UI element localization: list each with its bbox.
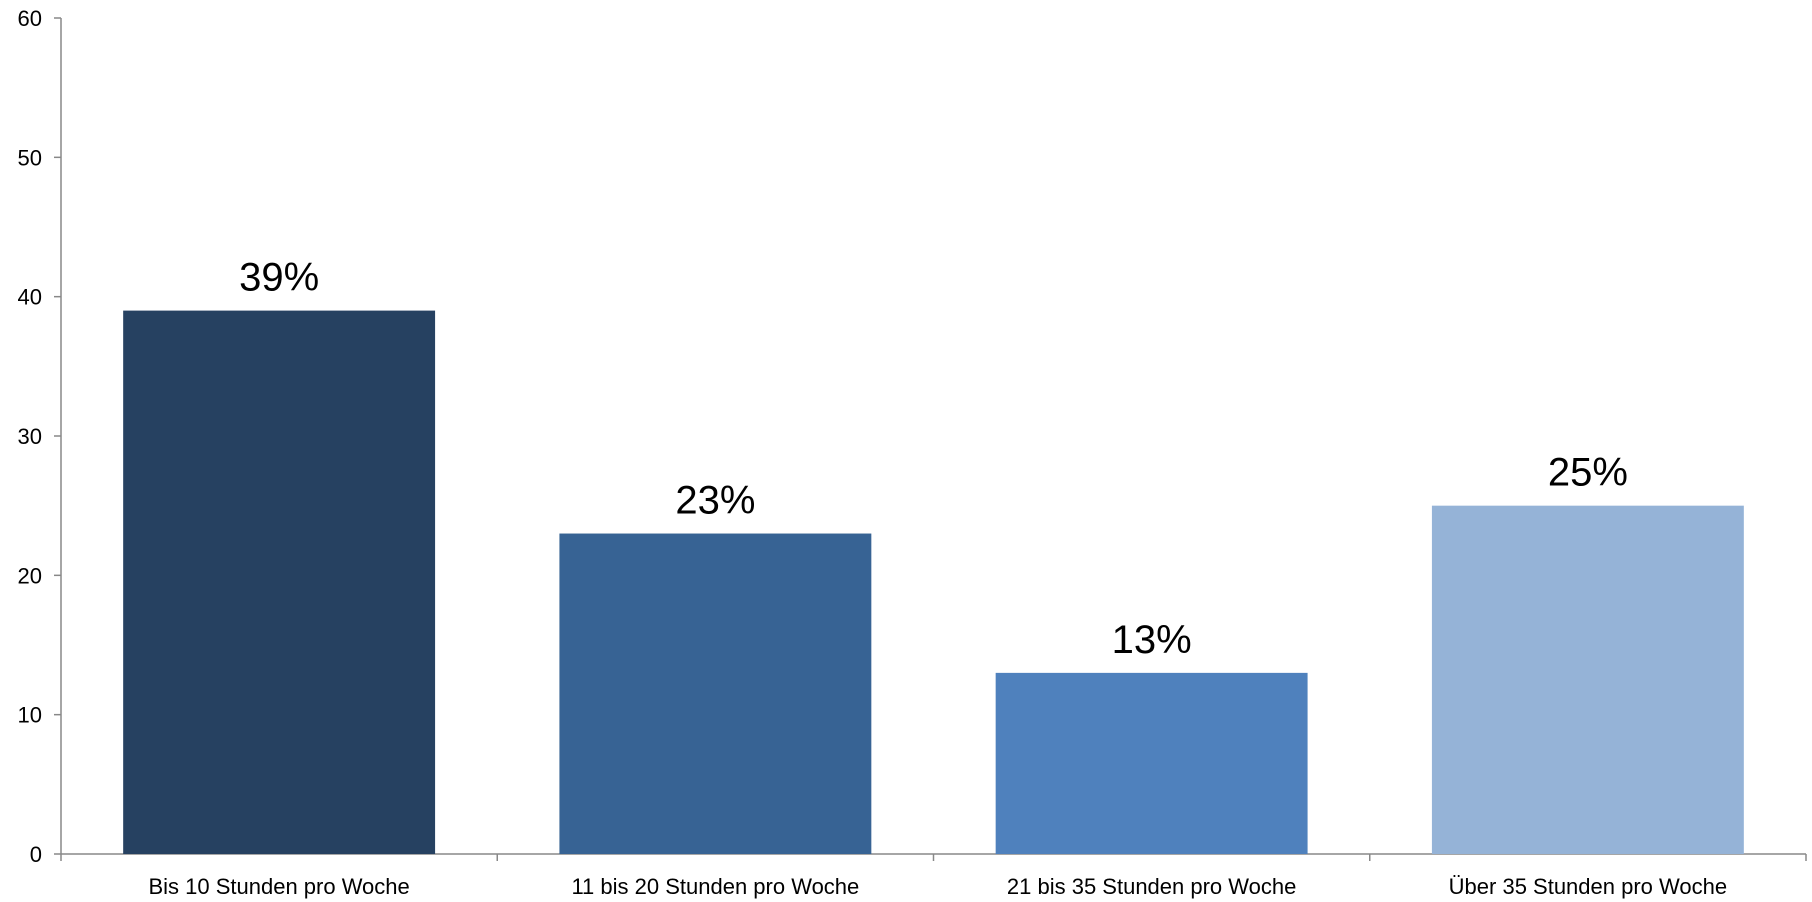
bar xyxy=(559,533,872,854)
y-tick-label: 50 xyxy=(18,145,42,170)
x-tick-label: 11 bis 20 Stunden pro Woche xyxy=(571,874,859,899)
x-axis-ticks: Bis 10 Stunden pro Woche 11 bis 20 Stunde… xyxy=(60,854,1807,899)
bar xyxy=(123,310,436,855)
y-tick-label: 10 xyxy=(18,703,42,728)
y-tick-label: 60 xyxy=(18,6,42,31)
bar xyxy=(1431,505,1744,854)
y-tick-label: 0 xyxy=(30,842,42,867)
x-tick-label: Bis 10 Stunden pro Woche xyxy=(148,874,409,899)
bar xyxy=(995,672,1308,854)
chart-bars xyxy=(123,310,1744,855)
y-tick-label: 40 xyxy=(18,285,42,310)
bar-data-label: 23% xyxy=(675,479,755,523)
x-tick-label: 21 bis 35 Stunden pro Woche xyxy=(1007,874,1296,899)
chart-data-labels: 39% 23% 13% 25% xyxy=(239,256,1628,662)
y-tick-label: 20 xyxy=(18,563,42,588)
y-axis-ticks: 0 10 20 30 40 50 60 xyxy=(18,6,61,867)
x-tick-label: Über 35 Stunden pro Woche xyxy=(1449,874,1727,899)
bar-data-label: 39% xyxy=(239,256,319,300)
bar-data-label: 25% xyxy=(1548,451,1628,495)
bar-data-label: 13% xyxy=(1112,618,1192,662)
y-tick-label: 30 xyxy=(18,424,42,449)
